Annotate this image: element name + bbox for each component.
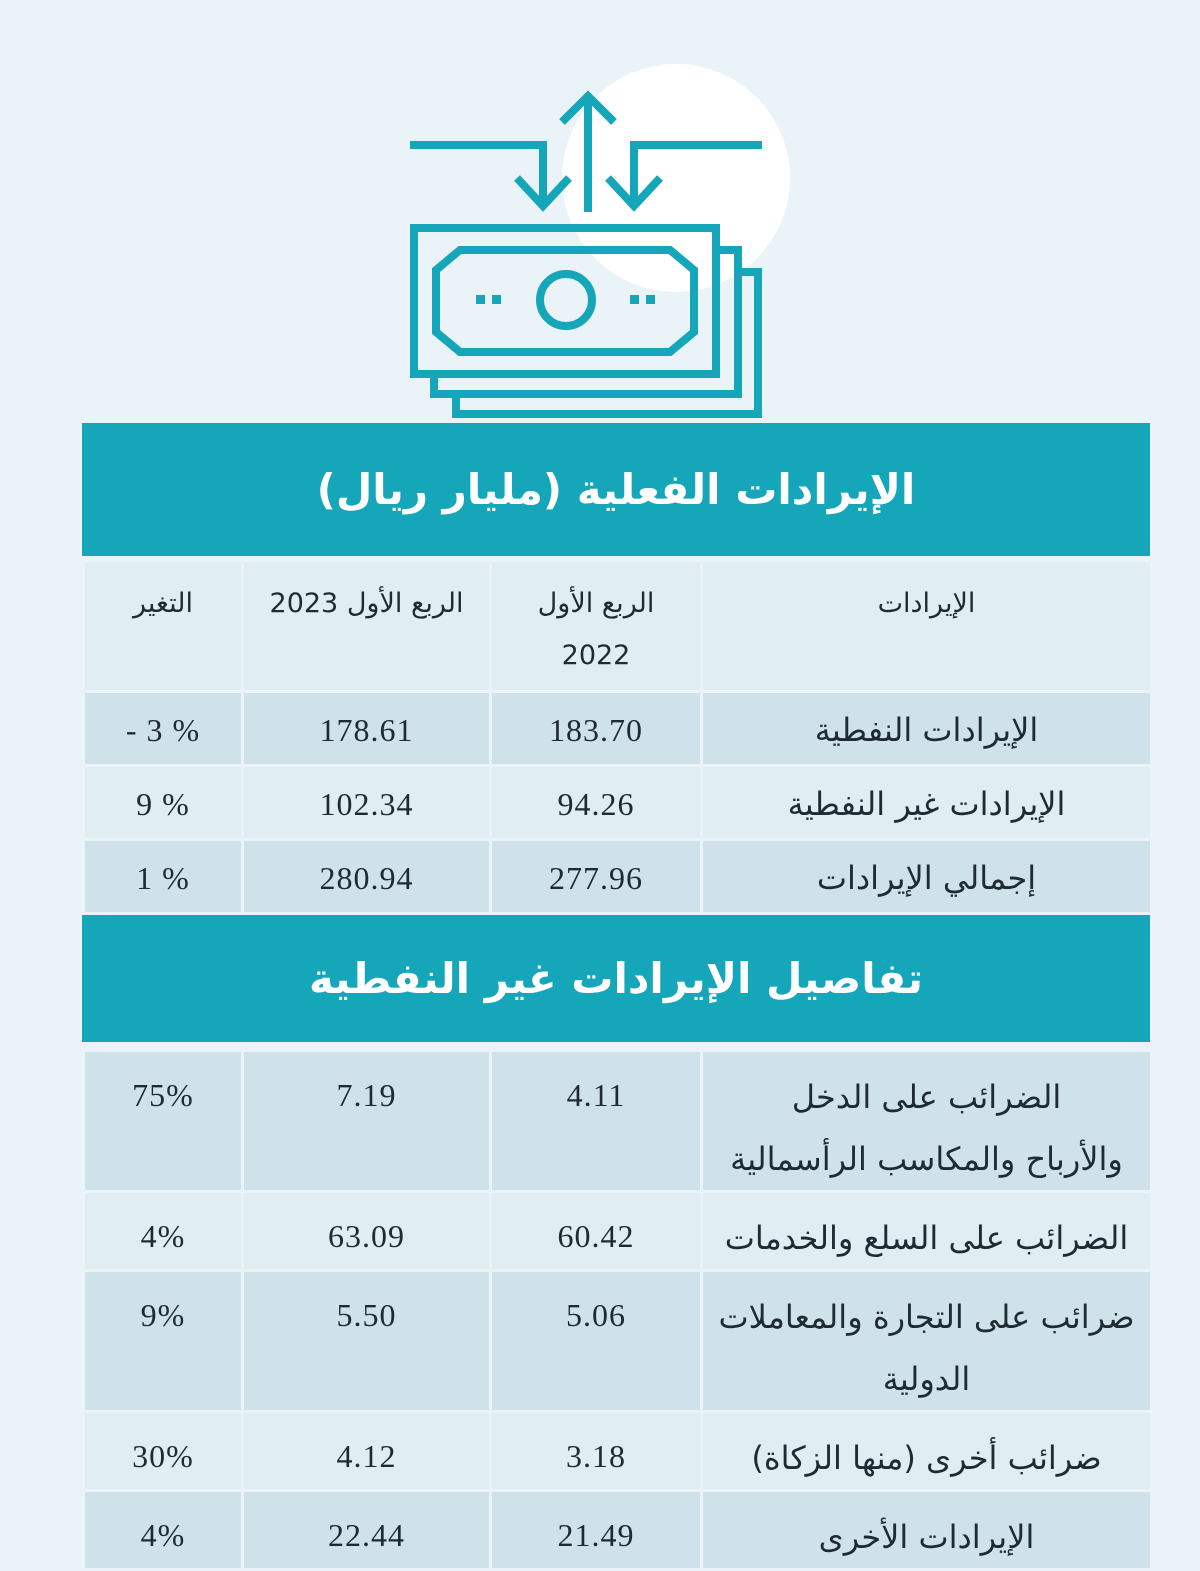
row-label: ضرائب على التجارة والمعاملات الدولية (700, 1269, 1153, 1413)
row-label: الإيرادات النفطية (700, 690, 1153, 767)
table-row: الضرائب على الدخل والأرباح والمكاسب الرأ… (82, 1049, 1153, 1193)
arrow-in-left-icon (410, 141, 547, 200)
arrow-in-right-icon (630, 141, 762, 200)
header-revenue: الإيرادات (700, 559, 1153, 693)
bill-front-icon (410, 224, 720, 378)
nonoil-details-table: الضرائب على الدخل والأرباح والمكاسب الرأ… (82, 1049, 1153, 1571)
row-label-line1: ضرائب على التجارة والمعاملات (718, 1298, 1135, 1336)
table-row: الضرائب على السلع والخدمات 60.42 63.09 4… (82, 1190, 1153, 1272)
cell-q1-2023: 7.19 (241, 1049, 492, 1193)
money-flow-icon (0, 0, 1200, 425)
cell-q1-2022: 60.42 (489, 1190, 703, 1272)
row-label: إجمالي الإيرادات (700, 838, 1153, 915)
table-row: الإيرادات غير النفطية 94.26 102.34 9 % (82, 764, 1153, 841)
cell-q1-2023: 102.34 (241, 764, 492, 841)
arrow-in-left-head-icon (514, 175, 572, 212)
bill-back-icon (452, 268, 762, 418)
cell-change: 75% (82, 1049, 244, 1193)
arrow-up-head-icon (559, 90, 617, 125)
row-label: الإيرادات الأخرى (700, 1489, 1153, 1571)
cell-change: 1 % (82, 838, 244, 915)
cell-q1-2022: 94.26 (489, 764, 703, 841)
money-flow-icon-svg (410, 64, 790, 418)
cell-q1-2023: 22.44 (241, 1489, 492, 1571)
cell-q1-2023: 5.50 (241, 1269, 492, 1413)
cell-change: 4% (82, 1489, 244, 1571)
header-q1-2023: الربع الأول 2023 (241, 559, 492, 693)
section-title-nonoil-details: تفاصيل الإيرادات غير النفطية (82, 915, 1150, 1042)
table-row: الإيرادات الأخرى 21.49 22.44 4% (82, 1489, 1153, 1571)
cell-q1-2022: 3.18 (489, 1410, 703, 1492)
row-label-line1: الضرائب على الدخل (791, 1078, 1062, 1116)
row-label-line2: والأرباح والمكاسب الرأسمالية (730, 1140, 1123, 1178)
arrow-in-right-head-icon (605, 175, 663, 212)
header-change: التغير (82, 559, 244, 693)
table-row: ضرائب على التجارة والمعاملات الدولية 5.0… (82, 1269, 1153, 1413)
header-q1-2022: الربع الأول 2022 (489, 559, 703, 693)
cell-q1-2023: 4.12 (241, 1410, 492, 1492)
bill-coin-icon (536, 270, 596, 330)
header-q1-2022-line2: 2022 (561, 640, 631, 671)
cell-q1-2022: 183.70 (489, 690, 703, 767)
row-label: الإيرادات غير النفطية (700, 764, 1153, 841)
cell-q1-2023: 280.94 (241, 838, 492, 915)
header-q1-2022-line1: الربع الأول (537, 588, 655, 619)
cell-q1-2022: 21.49 (489, 1489, 703, 1571)
section-title-actual-revenue: الإيرادات الفعلية (مليار ريال) (82, 423, 1150, 556)
cell-change: - 3 % (82, 690, 244, 767)
cell-q1-2023: 178.61 (241, 690, 492, 767)
table-row: إجمالي الإيرادات 277.96 280.94 1 % (82, 838, 1153, 915)
cell-change: 9% (82, 1269, 244, 1413)
row-label: الضرائب على السلع والخدمات (700, 1190, 1153, 1272)
row-label: ضرائب أخرى (منها الزكاة) (700, 1410, 1153, 1492)
actual-revenue-table: الإيرادات الربع الأول 2022 الربع الأول 2… (82, 559, 1153, 915)
table-row: ضرائب أخرى (منها الزكاة) 3.18 4.12 30% (82, 1410, 1153, 1492)
row-label-line2: الدولية (882, 1360, 971, 1398)
bill-middle-icon (430, 246, 742, 398)
table-row: الإيرادات النفطية 183.70 178.61 - 3 % (82, 690, 1153, 767)
cell-q1-2022: 5.06 (489, 1269, 703, 1413)
cell-q1-2022: 4.11 (489, 1049, 703, 1193)
cell-q1-2022: 277.96 (489, 838, 703, 915)
row-label: الضرائب على الدخل والأرباح والمكاسب الرأ… (700, 1049, 1153, 1193)
icon-backdrop-circle (562, 64, 790, 292)
section-title-text: تفاصيل الإيرادات غير النفطية (309, 954, 924, 1003)
cell-change: 9 % (82, 764, 244, 841)
bill-inner-frame-icon (432, 246, 698, 356)
cell-change: 4% (82, 1190, 244, 1272)
cell-q1-2023: 63.09 (241, 1190, 492, 1272)
cell-change: 30% (82, 1410, 244, 1492)
section-title-text: الإيرادات الفعلية (مليار ريال) (316, 465, 916, 514)
table-header-row: الإيرادات الربع الأول 2022 الربع الأول 2… (82, 559, 1153, 693)
